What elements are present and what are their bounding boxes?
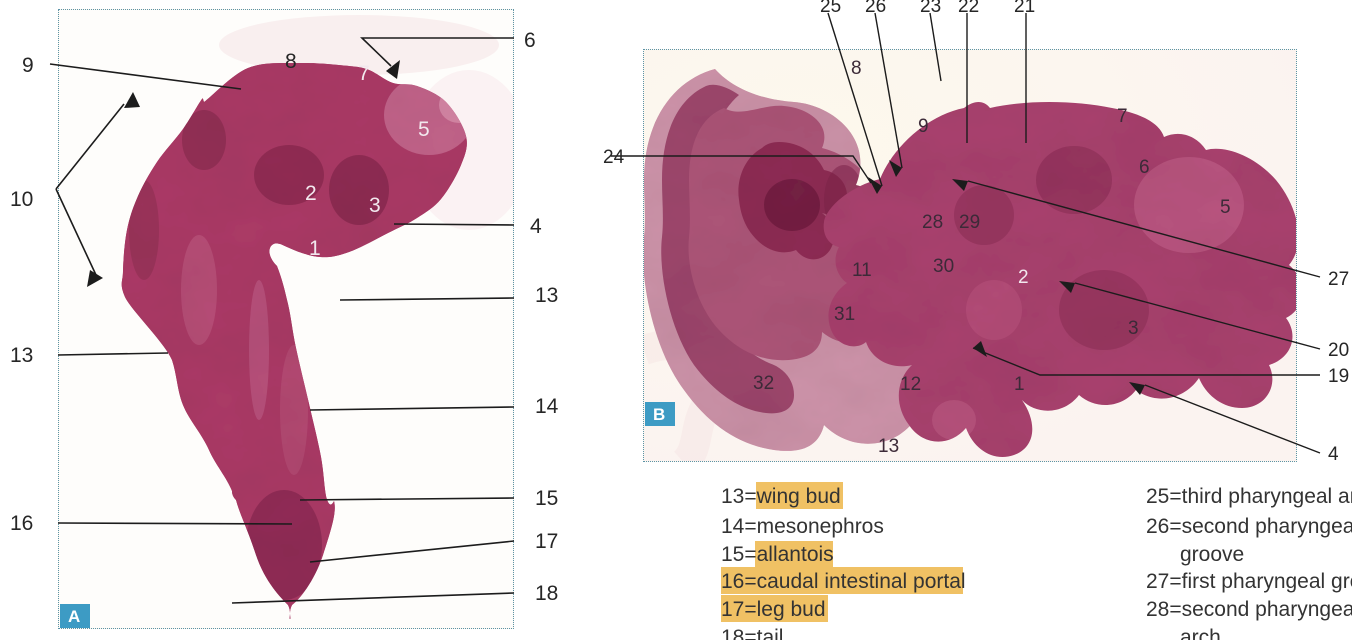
svg-text:25=third pharyngeal arch: 25=third pharyngeal arch (1146, 485, 1352, 508)
svg-text:23: 23 (920, 0, 941, 17)
svg-text:4: 4 (530, 215, 542, 238)
svg-text:10: 10 (10, 188, 33, 211)
svg-text:15: 15 (535, 487, 558, 510)
svg-text:25: 25 (820, 0, 841, 17)
svg-text:24: 24 (603, 147, 625, 168)
svg-text:18: 18 (535, 582, 558, 605)
svg-text:13: 13 (535, 284, 558, 307)
svg-text:16=caudal intestinal portal: 16=caudal intestinal portal (721, 570, 966, 593)
svg-text:27=first pharyngeal groove: 27=first pharyngeal groove (1146, 570, 1352, 593)
svg-text:28=second pharyngeal: 28=second pharyngeal (1146, 598, 1352, 621)
svg-text:26=second pharyngeal: 26=second pharyngeal (1146, 515, 1352, 538)
svg-text:17: 17 (535, 530, 558, 553)
svg-text:19: 19 (1328, 366, 1349, 387)
svg-text:13: 13 (10, 344, 33, 367)
svg-text:6: 6 (524, 29, 536, 52)
svg-text:4: 4 (1328, 444, 1339, 465)
svg-text:13=wing bud: 13=wing bud (721, 485, 841, 508)
svg-text:18=tail: 18=tail (721, 626, 783, 640)
svg-text:16: 16 (10, 512, 33, 535)
svg-text:27: 27 (1328, 269, 1349, 290)
svg-text:14=mesonephros: 14=mesonephros (721, 515, 884, 538)
svg-text:groove: groove (1180, 543, 1244, 566)
svg-text:arch: arch (1180, 626, 1221, 640)
svg-text:9: 9 (22, 54, 34, 77)
svg-text:26: 26 (865, 0, 886, 17)
svg-text:17=leg bud: 17=leg bud (721, 598, 826, 621)
svg-text:20: 20 (1328, 340, 1349, 361)
svg-text:15=allantois: 15=allantois (721, 543, 834, 566)
svg-text:14: 14 (535, 395, 559, 418)
svg-text:22: 22 (958, 0, 979, 17)
svg-text:21: 21 (1014, 0, 1035, 17)
